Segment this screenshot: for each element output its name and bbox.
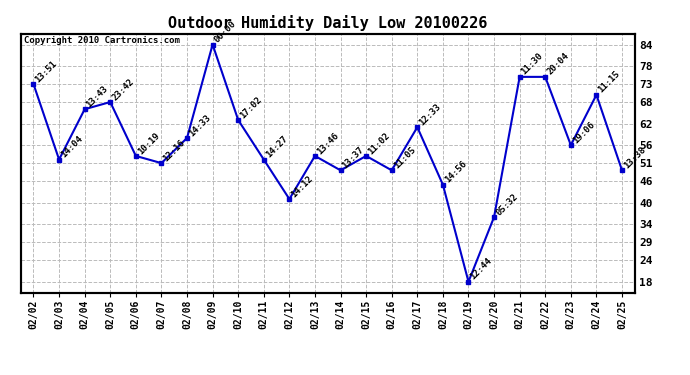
Text: Copyright 2010 Cartronics.com: Copyright 2010 Cartronics.com — [23, 36, 179, 45]
Text: 13:37: 13:37 — [341, 145, 366, 170]
Text: 12:33: 12:33 — [417, 102, 443, 127]
Text: 11:05: 11:05 — [392, 145, 417, 170]
Text: 11:02: 11:02 — [366, 130, 391, 156]
Text: 13:46: 13:46 — [315, 130, 340, 156]
Text: 11:15: 11:15 — [596, 69, 622, 95]
Text: 00:00: 00:00 — [213, 19, 238, 45]
Text: 13:38: 13:38 — [622, 145, 647, 170]
Title: Outdoor Humidity Daily Low 20100226: Outdoor Humidity Daily Low 20100226 — [168, 15, 487, 31]
Text: 17:02: 17:02 — [238, 94, 264, 120]
Text: 14:04: 14:04 — [59, 134, 84, 159]
Text: 14:27: 14:27 — [264, 134, 289, 159]
Text: 14:33: 14:33 — [187, 112, 213, 138]
Text: 11:30: 11:30 — [520, 51, 545, 77]
Text: 13:51: 13:51 — [34, 59, 59, 84]
Text: 12:16: 12:16 — [161, 138, 187, 163]
Text: 14:56: 14:56 — [443, 159, 469, 185]
Text: 05:32: 05:32 — [494, 192, 520, 217]
Text: 10:19: 10:19 — [136, 130, 161, 156]
Text: 19:06: 19:06 — [571, 120, 596, 145]
Text: 14:12: 14:12 — [289, 174, 315, 199]
Text: 20:04: 20:04 — [545, 51, 571, 77]
Text: 13:43: 13:43 — [85, 84, 110, 109]
Text: 23:42: 23:42 — [110, 76, 136, 102]
Text: 12:44: 12:44 — [469, 256, 494, 282]
